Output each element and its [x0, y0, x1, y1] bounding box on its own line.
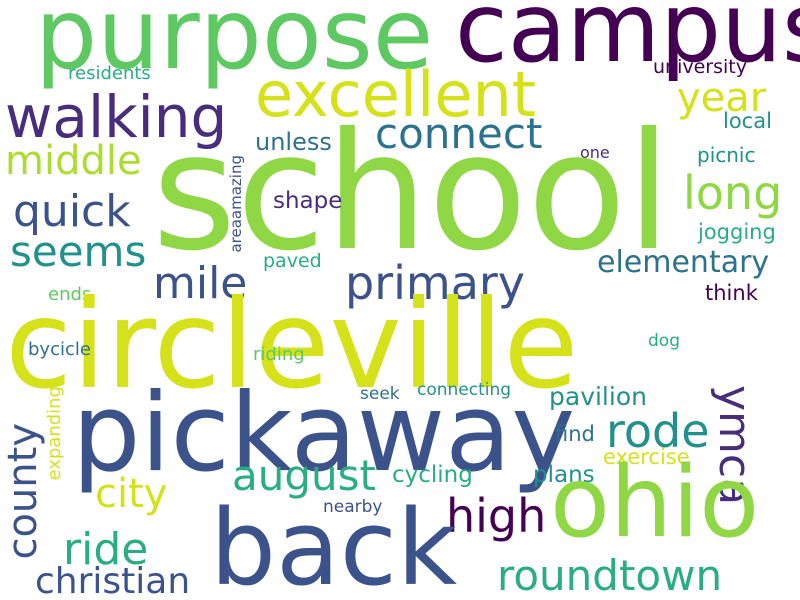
word-high: high: [446, 489, 547, 543]
word-middle: middle: [5, 138, 142, 184]
word-primary: primary: [345, 256, 526, 310]
word-circleville: circleville: [5, 274, 579, 416]
word-shape: shape: [273, 188, 343, 214]
word-county: county: [0, 423, 46, 560]
word-long: long: [683, 166, 783, 220]
word-unless: unless: [255, 128, 332, 156]
word-bycicle: bycicle: [28, 339, 91, 360]
word-elementary: elementary: [597, 245, 770, 280]
word-excellent: excellent: [255, 58, 537, 131]
word-quick: quick: [13, 186, 131, 237]
word-walking: walking: [5, 83, 228, 151]
word-picnic: picnic: [697, 143, 756, 167]
word-purpose: purpose: [35, 0, 434, 92]
word-seek: seek: [360, 384, 400, 404]
word-christian: christian: [35, 561, 191, 600]
word-back: back: [210, 487, 458, 600]
word-areaamazing: areaamazing: [227, 155, 245, 253]
word-campus: campus: [455, 0, 800, 84]
word-ohio: ohio: [550, 446, 760, 560]
word-roundtown: roundtown: [497, 551, 723, 600]
word-city: city: [95, 471, 168, 517]
word-one: one: [580, 143, 610, 162]
word-riding: riding: [253, 344, 305, 365]
word-ride: ride: [63, 524, 149, 575]
word-mile: mile: [153, 258, 248, 309]
word-local: local: [723, 109, 772, 133]
word-pavilion: pavilion: [549, 382, 647, 411]
word-rode: rode: [606, 404, 710, 458]
word-cycling: cycling: [392, 462, 473, 488]
word-nearby: nearby: [323, 497, 383, 517]
word-pickaway: pickaway: [72, 371, 576, 496]
word-ends: ends: [48, 284, 92, 305]
word-connect: connect: [375, 109, 543, 158]
word-august: august: [232, 451, 376, 500]
word-ymca: ymca: [709, 385, 760, 506]
word-school: school: [152, 99, 672, 287]
word-paved: paved: [263, 250, 322, 272]
word-think: think: [705, 281, 758, 305]
word-seems: seems: [10, 227, 147, 276]
word-jogging: jogging: [698, 220, 776, 244]
word-residents: residents: [68, 63, 151, 84]
word-find: find: [555, 422, 595, 446]
word-connecting: connecting: [417, 380, 512, 400]
word-year: year: [677, 75, 767, 121]
word-university: university: [653, 56, 747, 78]
word-dog: dog: [648, 331, 680, 351]
word-exercise: exercise: [603, 445, 690, 469]
word-plans: plans: [533, 462, 595, 488]
word-expanding: expanding: [44, 386, 65, 481]
